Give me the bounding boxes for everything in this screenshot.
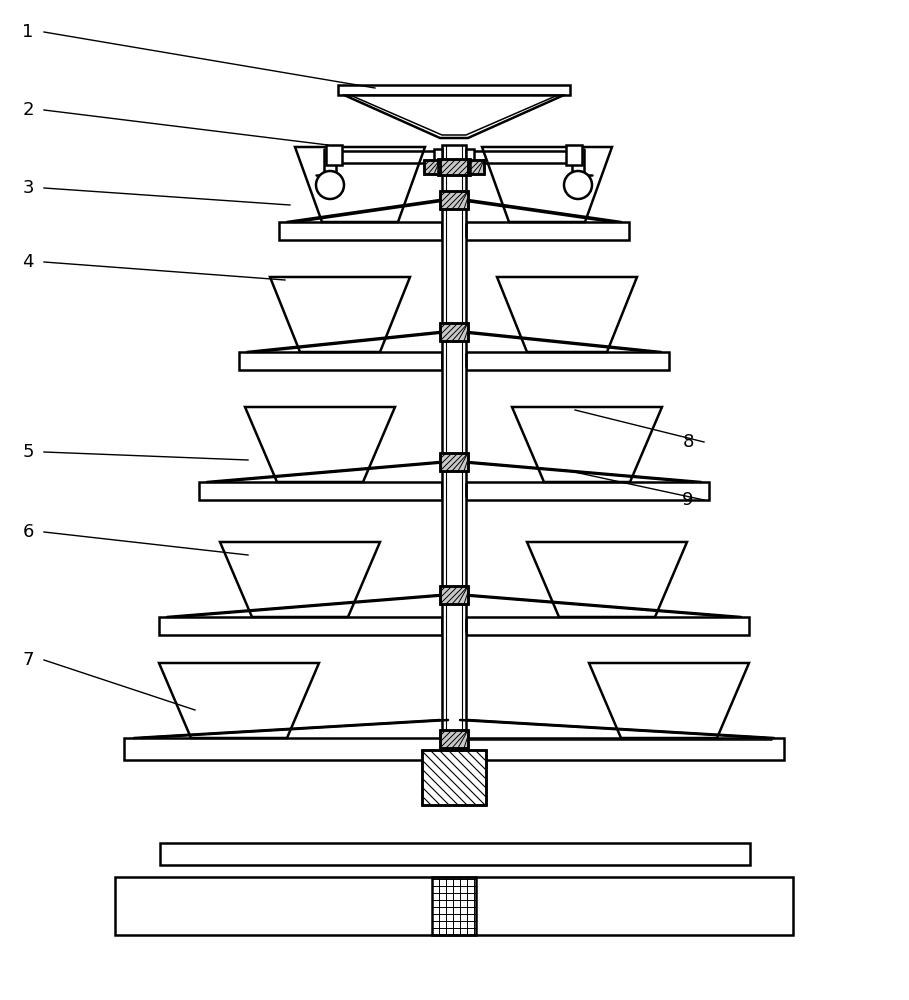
Bar xyxy=(438,159,470,175)
Text: 6: 6 xyxy=(23,523,34,541)
Polygon shape xyxy=(497,277,637,352)
Bar xyxy=(422,750,486,805)
Text: 2: 2 xyxy=(22,101,34,119)
Polygon shape xyxy=(270,277,410,352)
Bar xyxy=(466,617,749,635)
Bar xyxy=(424,160,440,174)
Polygon shape xyxy=(512,407,662,482)
Polygon shape xyxy=(220,542,380,617)
Bar xyxy=(159,617,442,635)
Bar xyxy=(440,323,468,341)
Circle shape xyxy=(316,171,344,199)
Polygon shape xyxy=(482,147,612,222)
Bar xyxy=(279,222,442,240)
Polygon shape xyxy=(159,663,319,738)
Bar xyxy=(466,149,474,165)
Bar xyxy=(468,160,484,174)
Bar xyxy=(199,482,442,500)
Polygon shape xyxy=(527,542,687,617)
Bar xyxy=(440,586,468,604)
Bar xyxy=(338,85,570,95)
Bar xyxy=(115,877,793,935)
Bar xyxy=(124,738,784,760)
Bar xyxy=(326,145,342,165)
Bar xyxy=(442,145,466,738)
Bar xyxy=(440,586,468,604)
Polygon shape xyxy=(245,407,395,482)
Text: 1: 1 xyxy=(23,23,34,41)
Bar xyxy=(440,730,468,748)
Bar xyxy=(422,750,486,805)
Bar xyxy=(239,352,442,370)
Text: 9: 9 xyxy=(683,491,694,509)
Bar xyxy=(440,191,468,209)
Bar xyxy=(440,453,468,471)
Bar xyxy=(440,323,468,341)
Text: 4: 4 xyxy=(22,253,34,271)
Text: 3: 3 xyxy=(22,179,34,197)
Bar xyxy=(468,160,484,174)
Bar xyxy=(424,160,440,174)
Bar xyxy=(466,352,669,370)
Polygon shape xyxy=(344,95,564,138)
Text: 7: 7 xyxy=(22,651,34,669)
Bar xyxy=(446,736,462,750)
Bar xyxy=(440,191,468,209)
Circle shape xyxy=(564,171,592,199)
Bar xyxy=(440,730,468,748)
Bar xyxy=(438,159,470,175)
Text: 8: 8 xyxy=(683,433,694,451)
Bar xyxy=(566,145,582,165)
Polygon shape xyxy=(350,95,558,135)
Bar xyxy=(466,482,709,500)
Text: 5: 5 xyxy=(22,443,34,461)
Bar xyxy=(440,453,468,471)
Bar xyxy=(432,877,476,935)
Bar xyxy=(160,843,750,865)
Polygon shape xyxy=(589,663,749,738)
Bar xyxy=(434,149,442,165)
Bar xyxy=(466,222,629,240)
Polygon shape xyxy=(295,147,425,222)
